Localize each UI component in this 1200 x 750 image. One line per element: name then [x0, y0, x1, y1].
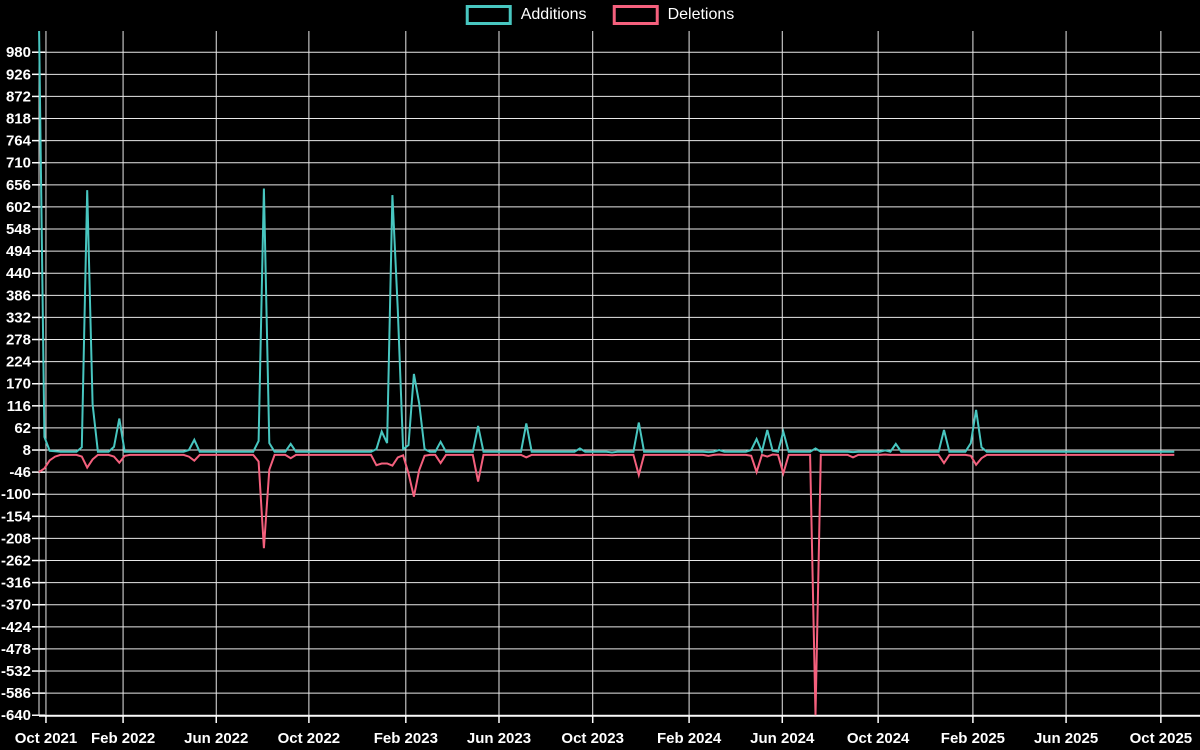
y-tick-label: 170	[6, 376, 31, 393]
y-tick-label: -370	[1, 597, 31, 614]
y-tick-label: 602	[6, 199, 31, 216]
x-tick-label: Oct 2025	[1130, 730, 1193, 747]
x-tick-label: Oct 2022	[278, 730, 341, 747]
y-tick-label: 656	[6, 177, 31, 194]
y-tick-label: -640	[1, 707, 31, 724]
x-tick-label: Oct 2021	[15, 730, 78, 747]
y-tick-label: 62	[14, 420, 31, 437]
y-tick-label: 386	[6, 287, 31, 304]
legend-swatch-additions	[465, 5, 512, 25]
y-tick-label: 764	[6, 133, 32, 150]
x-tick-label: Feb 2024	[657, 730, 722, 747]
y-tick-label: -532	[1, 663, 31, 680]
y-tick-label: -316	[1, 575, 31, 592]
x-tick-label: Feb 2022	[91, 730, 155, 747]
y-tick-label: 224	[6, 354, 32, 371]
y-tick-label: 548	[6, 221, 31, 238]
y-tick-label: 710	[6, 155, 31, 172]
y-tick-label: -478	[1, 641, 31, 658]
y-tick-label: 494	[6, 243, 32, 260]
y-tick-label: 116	[7, 398, 31, 415]
series-additions-line	[38, 31, 1175, 455]
y-tick-label: -100	[1, 486, 31, 503]
y-tick-label: 980	[6, 44, 31, 61]
y-tick-label: -46	[9, 464, 31, 481]
x-tick-label: Feb 2025	[941, 730, 1005, 747]
y-tick-label: 278	[6, 332, 31, 349]
y-tick-label: 440	[6, 265, 31, 282]
y-tick-label: -208	[1, 530, 31, 547]
x-tick-label: Jun 2025	[1034, 730, 1098, 747]
y-tick-label: -262	[1, 553, 31, 570]
legend-item-deletions[interactable]: Deletions	[612, 5, 735, 25]
legend-swatch-deletions	[612, 5, 659, 25]
y-tick-label: -586	[1, 685, 31, 702]
x-tick-label: Jun 2024	[750, 730, 815, 747]
legend-item-additions[interactable]: Additions	[465, 5, 587, 25]
x-tick-label: Oct 2024	[847, 730, 910, 747]
y-tick-label: 818	[6, 111, 31, 128]
x-tick-label: Jun 2022	[184, 730, 248, 747]
y-tick-label: 926	[6, 66, 31, 83]
legend-label-additions: Additions	[520, 6, 587, 23]
y-tick-label: -424	[1, 619, 32, 636]
y-tick-label: -154	[1, 508, 32, 525]
x-tick-label: Jun 2023	[467, 730, 531, 747]
y-tick-label: 872	[6, 88, 31, 105]
series-deletions-line	[38, 453, 1175, 716]
x-tick-label: Feb 2023	[374, 730, 438, 747]
y-tick-label: 332	[6, 309, 31, 326]
x-tick-label: Oct 2023	[561, 730, 624, 747]
legend-label-deletions: Deletions	[667, 6, 735, 23]
y-tick-label: 8	[23, 442, 31, 459]
legend: Additions Deletions	[465, 5, 735, 25]
